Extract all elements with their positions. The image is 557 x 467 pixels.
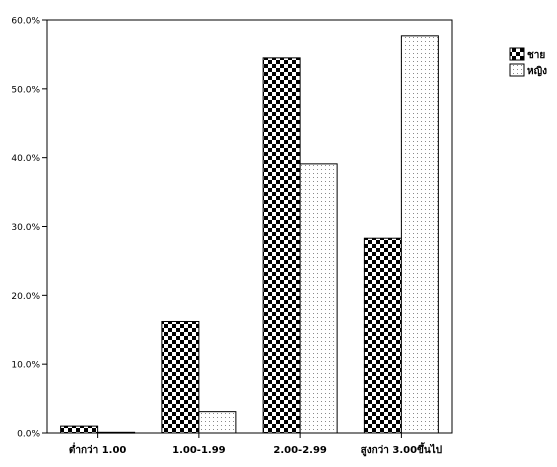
y-tick-label: 60.0% — [11, 17, 40, 27]
x-tick-label: 2.00-2.99 — [273, 445, 327, 456]
y-tick-label: 50.0% — [11, 85, 40, 95]
y-tick-label: 10.0% — [11, 361, 40, 371]
legend-label: ชาย — [527, 50, 545, 61]
x-tick-label: สูงกว่า 3.00ขึ้นไป — [361, 442, 442, 457]
y-axis: 0.0% 10.0% 20.0% 30.0% 40.0% 50.0% 60.0% — [11, 17, 47, 440]
bar-male — [161, 320, 200, 434]
legend-swatch-male — [509, 47, 525, 61]
bar-female — [198, 411, 237, 434]
x-tick-label: 1.00-1.99 — [172, 445, 226, 456]
y-tick-label: 20.0% — [11, 292, 40, 302]
legend-label: หญิง — [527, 65, 547, 77]
bar-female — [97, 431, 136, 434]
bars — [60, 35, 439, 434]
y-tick-label: 0.0% — [17, 430, 40, 440]
bar-male — [363, 237, 402, 434]
x-axis: ต่ำกว่า 1.00 1.00-1.99 2.00-2.99 สูงกว่า 3.… — [69, 433, 442, 457]
bar-male — [262, 57, 301, 434]
legend-swatch-female — [509, 63, 525, 77]
bar-female — [400, 35, 439, 434]
bar-male — [60, 425, 99, 434]
y-tick-label: 40.0% — [11, 154, 40, 164]
x-tick-label: ต่ำกว่า 1.00 — [69, 442, 127, 456]
y-tick-label: 30.0% — [11, 223, 40, 233]
bar-female — [299, 163, 338, 434]
